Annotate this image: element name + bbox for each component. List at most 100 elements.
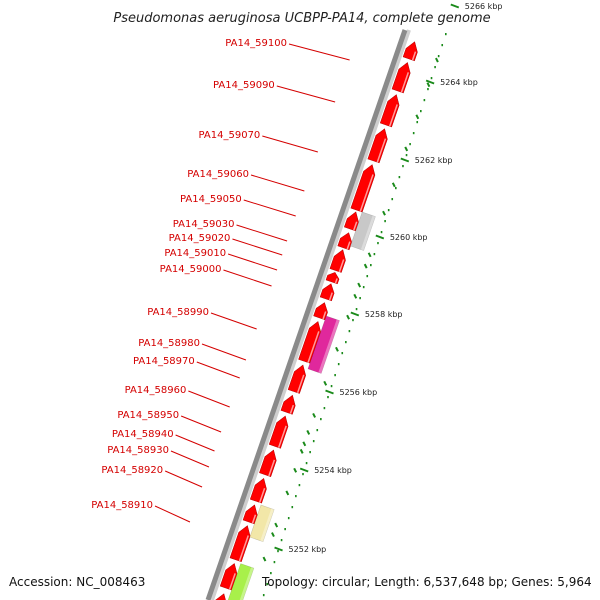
gene-arrow	[259, 449, 277, 477]
ruler-dot	[295, 495, 297, 498]
ruler-dot	[323, 407, 326, 410]
gene-arrow	[379, 94, 400, 128]
ruler-dot	[380, 231, 383, 234]
gene-arrow	[268, 415, 289, 449]
gene-label: PA14_58940	[112, 429, 174, 440]
ruler-tick-label: 5266 kbp	[465, 2, 503, 11]
ruler-dot	[370, 264, 372, 267]
ruler-dot	[387, 209, 390, 212]
label-leader-line	[175, 434, 215, 452]
gene-label: PA14_59060	[187, 169, 249, 180]
feature-mark	[363, 263, 368, 269]
feature-mark	[299, 448, 304, 454]
label-leader-line	[232, 238, 283, 256]
topology-text: Topology: circular; Length: 6,537,648 bp…	[262, 575, 592, 589]
gene-arrow	[298, 321, 321, 364]
feature-mark	[274, 522, 279, 528]
ruler-dot	[327, 396, 329, 399]
ruler-dot	[412, 132, 415, 135]
map-title: Pseudomonas aeruginosa UCBPP-PA14, compl…	[113, 11, 490, 26]
ruler-dot	[334, 374, 336, 377]
ruler-dot	[316, 429, 319, 432]
label-leader-line	[236, 224, 288, 242]
label-leader-line	[201, 343, 247, 361]
feature-mark	[426, 82, 431, 88]
gene-arrow	[313, 302, 328, 321]
ruler-dot	[359, 297, 361, 300]
gene-label: PA14_59000	[160, 264, 222, 275]
ruler-dot	[345, 341, 347, 344]
gene-label: PA14_58970	[133, 356, 195, 367]
label-leader-line	[170, 450, 210, 468]
ruler-dot	[402, 165, 404, 168]
ruler-dot	[302, 473, 304, 476]
gene-label: PA14_59090	[213, 80, 275, 91]
gene-arrow	[242, 504, 258, 525]
gene-label: PA14_58950	[117, 410, 179, 421]
ruler-dot	[362, 286, 365, 289]
ruler-tick	[325, 389, 334, 395]
feature-mark	[346, 314, 350, 320]
ruler-dot	[273, 561, 276, 564]
ruler-dot	[405, 154, 408, 157]
ruler-dot	[277, 550, 279, 553]
ruler-dot	[287, 517, 290, 520]
gene-label: PA14_59030	[173, 219, 235, 230]
gene-arrow	[280, 394, 296, 415]
ruler-dot	[262, 594, 265, 597]
feature-mark	[335, 346, 339, 352]
feature-mark	[415, 114, 420, 120]
gene-label: PA14_59070	[199, 130, 261, 141]
ruler-dot	[280, 539, 283, 542]
ruler-tick	[400, 157, 410, 163]
feature-mark	[312, 413, 316, 418]
label-leader-line	[196, 361, 240, 379]
ruler-dot	[437, 55, 440, 58]
ruler-dot	[298, 484, 301, 487]
gene-arrow	[329, 249, 346, 273]
ruler-tick	[274, 546, 283, 552]
gene-arrow	[229, 525, 251, 563]
ruler-dot	[430, 77, 433, 80]
gene-box-grey	[350, 211, 376, 251]
gene-label: PA14_58930	[107, 445, 169, 456]
ruler-dot	[341, 352, 344, 355]
label-leader-line	[180, 415, 222, 433]
ruler-dot	[337, 363, 340, 366]
ruler-dot	[445, 33, 447, 36]
gene-box-magenta	[307, 315, 340, 374]
coordinate-ruler: 5266 kbp 5264 kbp 5262 kbp 5260 kbp 5258 kbp…	[262, 2, 503, 597]
ruler-dot	[391, 198, 394, 201]
gene-label: PA14_59100	[225, 38, 287, 49]
feature-mark	[367, 252, 372, 258]
ruler-tick-label: 5258 kbp	[365, 310, 403, 319]
ruler-dot	[312, 440, 315, 443]
gene-arrow	[208, 593, 227, 600]
label-leader-line	[188, 390, 230, 408]
label-leader-line	[227, 253, 278, 271]
gene-arrow	[337, 232, 353, 251]
gene-arrow	[367, 128, 388, 164]
gene-label: PA14_59010	[164, 248, 226, 259]
ruler-dot	[395, 187, 397, 190]
ruler-dot	[355, 308, 358, 311]
ruler-dot	[423, 99, 426, 102]
ruler-dot	[398, 176, 401, 179]
backbone-shadow	[210, 29, 411, 600]
feature-mark	[391, 182, 396, 188]
gene-label: PA14_58920	[101, 465, 163, 476]
ruler-dot	[366, 275, 369, 278]
ruler-tick	[450, 3, 460, 9]
ruler-tick	[375, 234, 385, 240]
feature-mark	[404, 146, 409, 152]
ruler-dot	[330, 385, 333, 388]
ruler-dot	[266, 583, 269, 586]
gene-label: PA14_59050	[180, 194, 242, 205]
ruler-dot	[284, 528, 286, 531]
ruler-tick-label: 5254 kbp	[314, 466, 352, 475]
feature-mark	[435, 57, 439, 63]
ruler-tick-label: 5262 kbp	[415, 156, 453, 165]
label-leader-line	[164, 470, 203, 488]
ruler-tick	[425, 79, 435, 85]
gene-label: PA14_58960	[125, 385, 187, 396]
